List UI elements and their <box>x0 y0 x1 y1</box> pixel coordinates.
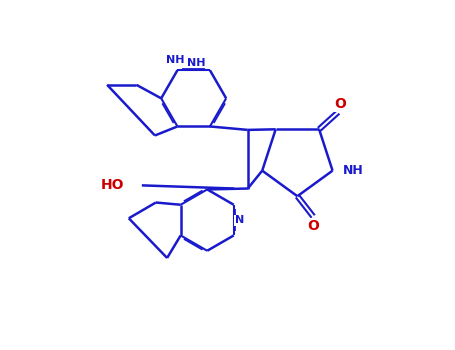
Text: NH: NH <box>166 55 184 65</box>
Text: O: O <box>307 218 319 232</box>
Text: NH: NH <box>187 57 205 68</box>
Text: HO: HO <box>101 178 125 192</box>
Text: NH: NH <box>343 164 363 177</box>
Text: N: N <box>234 215 244 225</box>
Text: O: O <box>334 97 346 111</box>
